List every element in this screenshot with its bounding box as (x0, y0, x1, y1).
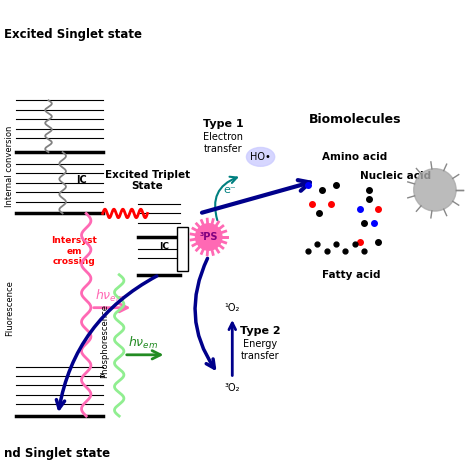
FancyBboxPatch shape (177, 227, 189, 271)
Text: HO•: HO• (250, 152, 271, 162)
Text: Amino acid: Amino acid (322, 152, 387, 162)
Text: $h\nu_{em}$: $h\nu_{em}$ (128, 335, 158, 351)
Text: e⁻: e⁻ (224, 185, 237, 195)
Ellipse shape (219, 379, 245, 397)
Text: Internal conversion: Internal conversion (5, 126, 14, 207)
Text: Energy
transfer: Energy transfer (241, 339, 280, 361)
Text: ³O₂: ³O₂ (225, 383, 240, 393)
Text: Intersyst
em
crossing: Intersyst em crossing (52, 236, 97, 266)
Text: Excited Singlet state: Excited Singlet state (4, 28, 142, 41)
Text: nd Singlet state: nd Singlet state (4, 447, 110, 460)
Text: Fatty acid: Fatty acid (322, 270, 380, 280)
Text: $h\nu_{em}$: $h\nu_{em}$ (95, 288, 125, 304)
Text: Fluorescence: Fluorescence (5, 280, 14, 336)
Ellipse shape (246, 147, 275, 166)
Text: Excited Triplet
State: Excited Triplet State (105, 170, 190, 191)
Text: Electron
transfer: Electron transfer (203, 132, 243, 154)
Text: Phosphorescence: Phosphorescence (100, 304, 109, 378)
Text: ³PS: ³PS (200, 232, 218, 242)
Circle shape (414, 169, 456, 211)
Text: IC: IC (159, 242, 169, 251)
Text: Biomolecules: Biomolecules (309, 113, 401, 126)
Ellipse shape (219, 299, 245, 317)
Text: Type 2: Type 2 (240, 326, 281, 336)
Text: ¹O₂: ¹O₂ (225, 303, 240, 313)
Circle shape (196, 224, 222, 250)
Text: IC: IC (76, 175, 87, 185)
Text: Type 1: Type 1 (202, 119, 243, 129)
Text: Nucleic acid: Nucleic acid (359, 171, 431, 181)
